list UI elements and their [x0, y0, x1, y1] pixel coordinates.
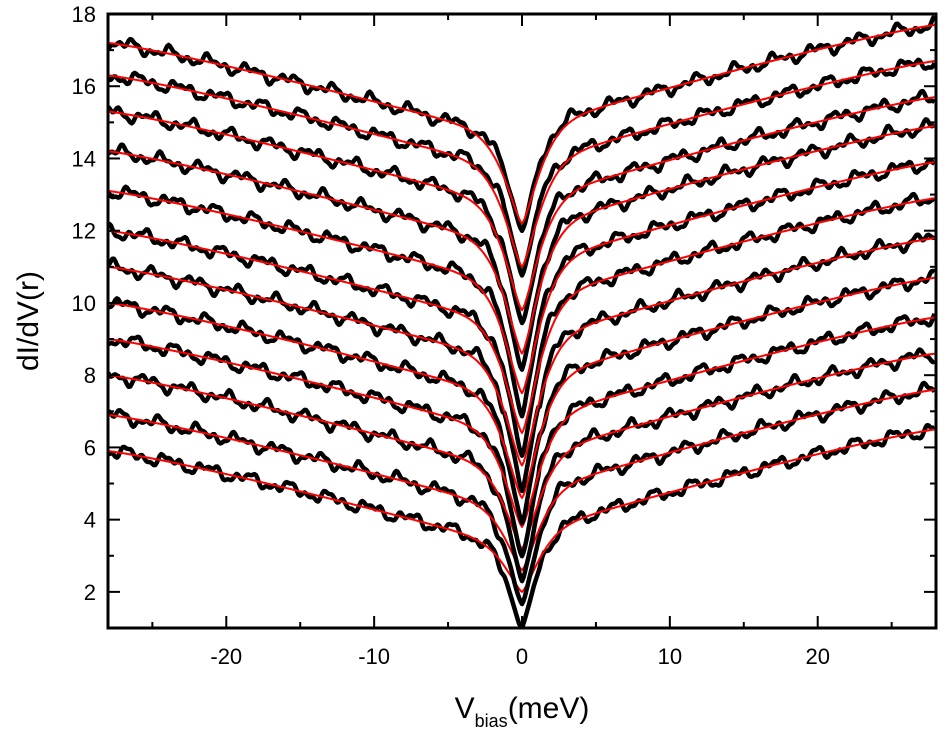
fit-curve [108, 24, 935, 225]
fit-curve [108, 161, 935, 395]
fit-curve [108, 197, 935, 434]
y-tick-label: 16 [72, 74, 96, 99]
x-tick-label: -20 [210, 644, 242, 669]
y-axis-title: dI/dV(r) [12, 271, 45, 371]
y-tick-label: 10 [72, 291, 96, 316]
data-curve [108, 312, 936, 559]
fit-curve [108, 237, 935, 467]
y-tick-label: 14 [72, 146, 96, 171]
fit-curve [108, 276, 935, 499]
axis-ticks: -20 -10 0 10 20 2 4 6 8 10 12 14 16 18 [72, 2, 936, 669]
x-axis-title-subscript: bias [475, 711, 508, 731]
y-tick-label: 12 [72, 219, 96, 244]
fit-curve [108, 125, 935, 355]
x-tick-label: 10 [658, 644, 682, 669]
fit-curve [108, 388, 935, 572]
data-curve [108, 380, 936, 607]
data-curve [108, 57, 936, 278]
fit-curve [108, 96, 935, 312]
data-curve [108, 14, 936, 234]
x-tick-label: 20 [805, 644, 829, 669]
fit-curve [108, 316, 935, 528]
y-tick-label: 6 [84, 435, 96, 460]
plot-curves [108, 14, 936, 628]
y-tick-label: 2 [84, 580, 96, 605]
data-curve [108, 157, 936, 419]
x-axis-title-main: V [455, 692, 475, 725]
fit-curve [108, 428, 935, 593]
fit-curve [108, 60, 935, 268]
data-curve [108, 268, 936, 526]
y-tick-label: 18 [72, 2, 96, 27]
x-tick-label: 0 [516, 644, 528, 669]
data-curve [108, 347, 936, 584]
y-tick-label: 8 [84, 363, 96, 388]
x-axis-title: Vbias(meV) [455, 692, 590, 731]
data-curve [108, 88, 936, 326]
x-tick-label: -10 [358, 644, 390, 669]
x-axis-title-suffix: (meV) [508, 692, 590, 725]
y-tick-label: 4 [84, 508, 96, 533]
